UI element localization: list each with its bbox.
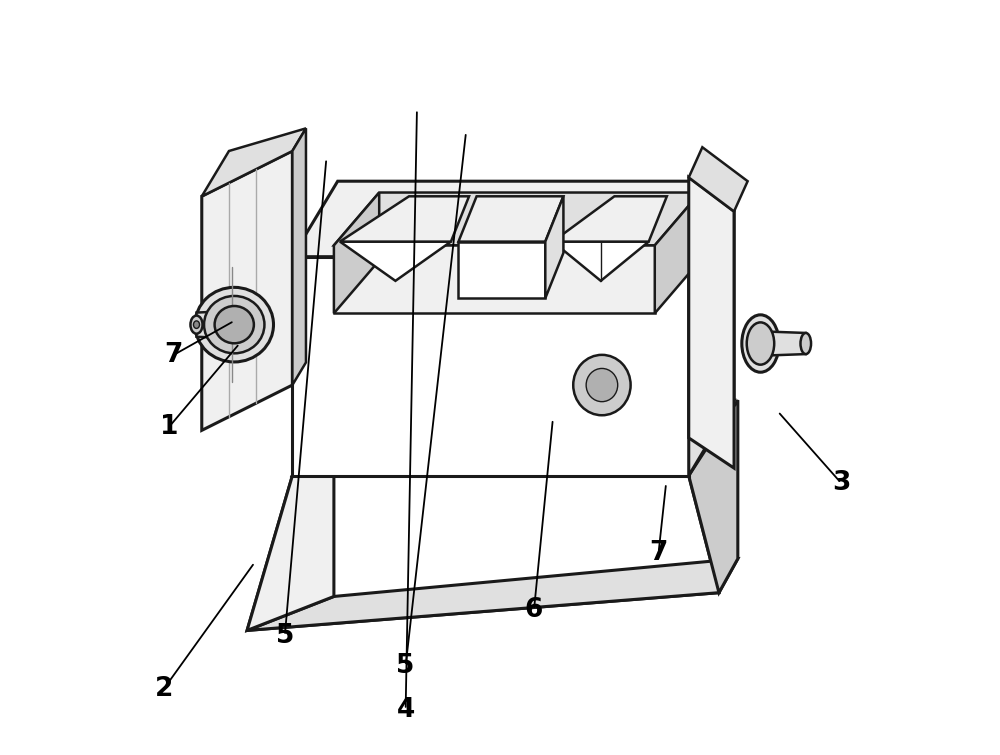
Polygon shape bbox=[553, 196, 667, 242]
Text: 7: 7 bbox=[649, 540, 668, 565]
Ellipse shape bbox=[742, 315, 779, 372]
Polygon shape bbox=[545, 196, 563, 298]
Polygon shape bbox=[689, 177, 734, 468]
Ellipse shape bbox=[195, 288, 274, 362]
Polygon shape bbox=[247, 476, 719, 630]
Text: 1: 1 bbox=[160, 414, 179, 439]
Text: 5: 5 bbox=[396, 653, 415, 679]
Ellipse shape bbox=[586, 368, 618, 402]
Polygon shape bbox=[689, 181, 734, 476]
Text: 7: 7 bbox=[165, 342, 183, 368]
Polygon shape bbox=[202, 128, 306, 196]
Polygon shape bbox=[292, 128, 306, 385]
Polygon shape bbox=[334, 193, 700, 245]
Polygon shape bbox=[553, 242, 649, 281]
Polygon shape bbox=[655, 193, 700, 313]
Polygon shape bbox=[292, 257, 689, 476]
Polygon shape bbox=[689, 400, 738, 593]
Ellipse shape bbox=[204, 296, 264, 353]
Polygon shape bbox=[458, 242, 545, 298]
Polygon shape bbox=[247, 400, 334, 630]
Text: 6: 6 bbox=[525, 597, 543, 623]
Ellipse shape bbox=[747, 322, 774, 365]
Polygon shape bbox=[340, 242, 451, 281]
Text: 3: 3 bbox=[832, 470, 850, 496]
Polygon shape bbox=[334, 193, 379, 313]
Ellipse shape bbox=[800, 333, 811, 354]
Polygon shape bbox=[689, 147, 748, 211]
Polygon shape bbox=[292, 181, 734, 257]
Polygon shape bbox=[764, 331, 806, 356]
Polygon shape bbox=[202, 151, 292, 430]
Polygon shape bbox=[458, 196, 563, 242]
Polygon shape bbox=[292, 400, 734, 476]
Polygon shape bbox=[334, 245, 655, 313]
Polygon shape bbox=[247, 559, 738, 630]
Polygon shape bbox=[340, 196, 469, 242]
Polygon shape bbox=[196, 311, 230, 338]
Text: 5: 5 bbox=[276, 623, 294, 649]
Text: 2: 2 bbox=[155, 676, 173, 701]
Ellipse shape bbox=[193, 321, 200, 328]
Text: 4: 4 bbox=[396, 697, 415, 723]
Ellipse shape bbox=[573, 355, 631, 415]
Ellipse shape bbox=[215, 306, 254, 344]
Ellipse shape bbox=[190, 316, 203, 334]
